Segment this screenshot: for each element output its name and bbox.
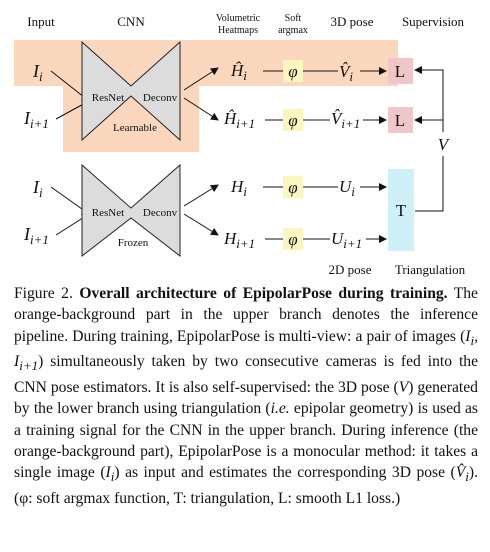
arrow [183, 184, 219, 207]
upper-input-i: Ii [32, 61, 43, 84]
header-argmax: argmax [278, 25, 308, 36]
loss-box-1 [388, 58, 413, 84]
upper-pose-i1: V̂i+1 [331, 109, 360, 131]
header-heatmaps: Heatmaps [218, 25, 258, 36]
supervision-line-lower [415, 156, 444, 212]
upper-network [81, 40, 181, 142]
upper-softargmax-box-2 [283, 109, 303, 131]
arrow [183, 213, 219, 236]
lower-input-i1: Ii+1 [23, 224, 49, 247]
lower-resnet-label: ResNet [92, 207, 124, 219]
header-cnn: CNN [117, 14, 145, 29]
upper-phi-1: φ [288, 62, 297, 81]
header-volumetric: Volumetric [216, 13, 261, 24]
loss-label-1: L [395, 62, 405, 81]
lower-input-i: Ii [32, 177, 43, 200]
upper-heatmap-i: Ĥi [230, 61, 247, 83]
upper-learnable-label: Learnable [113, 122, 157, 134]
lower-softargmax-box-1 [283, 176, 303, 198]
lower-phi-1: φ [288, 178, 297, 197]
header-supervision: Supervision [402, 14, 465, 29]
lower-pose2d-i1: Ui+1 [331, 229, 362, 251]
lower-heatmap-i1: Hi+1 [223, 229, 255, 251]
triangulation-box [388, 169, 414, 251]
loss-label-2: L [395, 111, 405, 130]
v-label: V [438, 135, 451, 154]
arrow [183, 67, 219, 91]
upper-deconv-label: Deconv [143, 92, 178, 104]
figure-caption: Figure 2. Overall architecture of Epipol… [14, 285, 479, 507]
figure-number: Figure 2. [14, 285, 73, 302]
lower-pose2d-i: Ui [339, 177, 355, 199]
inference-background-upper [14, 40, 398, 86]
figure-title: Overall architecture of EpipolarPose dur… [79, 285, 448, 302]
triangulation-label: T [396, 201, 407, 220]
header-soft: Soft [285, 13, 302, 24]
footer-triangulation: Triangulation [395, 262, 466, 277]
upper-input-i1: Ii+1 [23, 108, 49, 131]
loss-box-2 [388, 107, 413, 133]
header-input: Input [27, 14, 55, 29]
lower-frozen-label: Frozen [118, 237, 149, 249]
lower-deconv-label: Deconv [143, 207, 178, 219]
header-3d-pose: 3D pose [331, 14, 374, 29]
upper-pose-i: V̂i [339, 62, 353, 84]
lower-heatmap-i: Hi [230, 177, 247, 199]
lower-softargmax-box-2 [283, 228, 303, 250]
supervision-line-upper [414, 66, 444, 132]
arrow [183, 97, 219, 121]
lower-network [81, 163, 181, 258]
lower-phi-2: φ [288, 230, 297, 249]
architecture-diagram: Input CNN Volumetric Heatmaps Soft argma… [14, 13, 466, 277]
upper-heatmap-i1: Ĥi+1 [223, 109, 255, 131]
upper-resnet-label: ResNet [92, 92, 124, 104]
footer-2d-pose: 2D pose [329, 262, 372, 277]
upper-softargmax-box-1 [283, 60, 303, 82]
upper-phi-2: φ [288, 111, 297, 130]
